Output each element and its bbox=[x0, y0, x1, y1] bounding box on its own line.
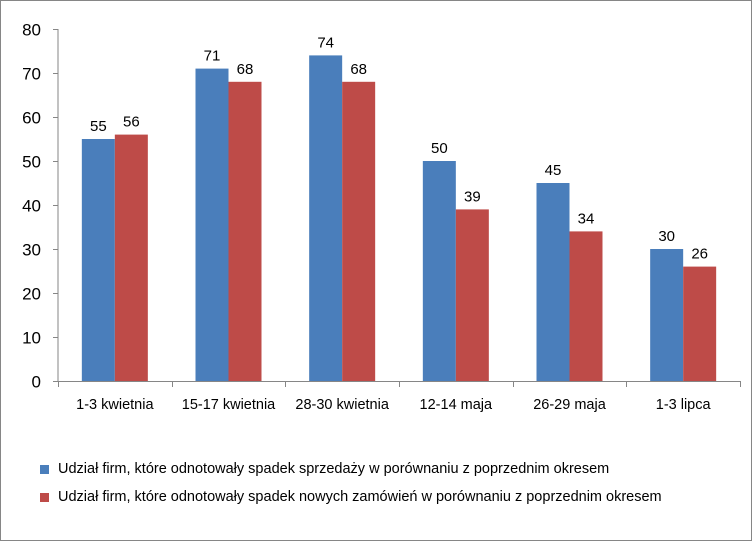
data-label: 55 bbox=[90, 118, 107, 135]
bar-sales bbox=[81, 139, 115, 381]
x-tick-label: 1-3 kwietnia bbox=[76, 397, 154, 413]
y-tick-label: 10 bbox=[22, 329, 41, 348]
legend-label-orders: Udział firm, które odnotowały spadek now… bbox=[58, 489, 662, 505]
y-tick-label: 0 bbox=[32, 373, 41, 392]
data-label: 71 bbox=[204, 48, 221, 65]
y-tick-label: 70 bbox=[22, 65, 41, 84]
bar-orders bbox=[455, 209, 489, 381]
bar-sales bbox=[422, 161, 456, 381]
y-tick-label: 40 bbox=[22, 197, 41, 216]
legend-item-orders: Udział firm, które odnotowały spadek now… bbox=[40, 483, 662, 511]
bar-orders bbox=[342, 81, 376, 382]
x-tick-label: 26-29 maja bbox=[533, 397, 606, 413]
bar-sales bbox=[309, 55, 343, 382]
data-label: 68 bbox=[350, 61, 367, 78]
bar-orders bbox=[569, 231, 603, 381]
x-tick-label: 1-3 lipca bbox=[656, 397, 712, 413]
legend-swatch-orders bbox=[40, 492, 49, 502]
data-label: 68 bbox=[237, 61, 254, 78]
bar-sales bbox=[650, 249, 684, 381]
data-label: 56 bbox=[123, 114, 140, 131]
data-label: 39 bbox=[464, 188, 481, 205]
bar-orders bbox=[683, 266, 717, 381]
legend: Udział firm, które odnotowały spadek spr… bbox=[40, 455, 662, 511]
data-label: 74 bbox=[317, 34, 334, 51]
y-tick-label: 30 bbox=[22, 241, 41, 260]
bar-sales bbox=[536, 183, 570, 381]
y-tick-label: 60 bbox=[22, 109, 41, 128]
data-label: 45 bbox=[545, 162, 562, 179]
legend-swatch-sales bbox=[40, 464, 49, 474]
y-tick-label: 20 bbox=[22, 285, 41, 304]
legend-item-sales: Udział firm, które odnotowały spadek spr… bbox=[40, 455, 662, 483]
x-tick-label: 28-30 kwietnia bbox=[295, 397, 389, 413]
data-label: 34 bbox=[578, 210, 595, 227]
legend-label-sales: Udział firm, które odnotowały spadek spr… bbox=[58, 461, 610, 477]
bar-orders bbox=[114, 134, 148, 381]
data-label: 26 bbox=[691, 246, 708, 263]
data-label: 50 bbox=[431, 140, 448, 157]
x-tick-label: 12-14 maja bbox=[420, 397, 493, 413]
data-label: 30 bbox=[658, 228, 675, 245]
y-tick-label: 50 bbox=[22, 153, 41, 172]
bar-sales bbox=[195, 68, 229, 381]
x-tick-label: 15-17 kwietnia bbox=[182, 397, 276, 413]
y-tick-label: 80 bbox=[22, 21, 41, 40]
bar-orders bbox=[228, 81, 262, 382]
